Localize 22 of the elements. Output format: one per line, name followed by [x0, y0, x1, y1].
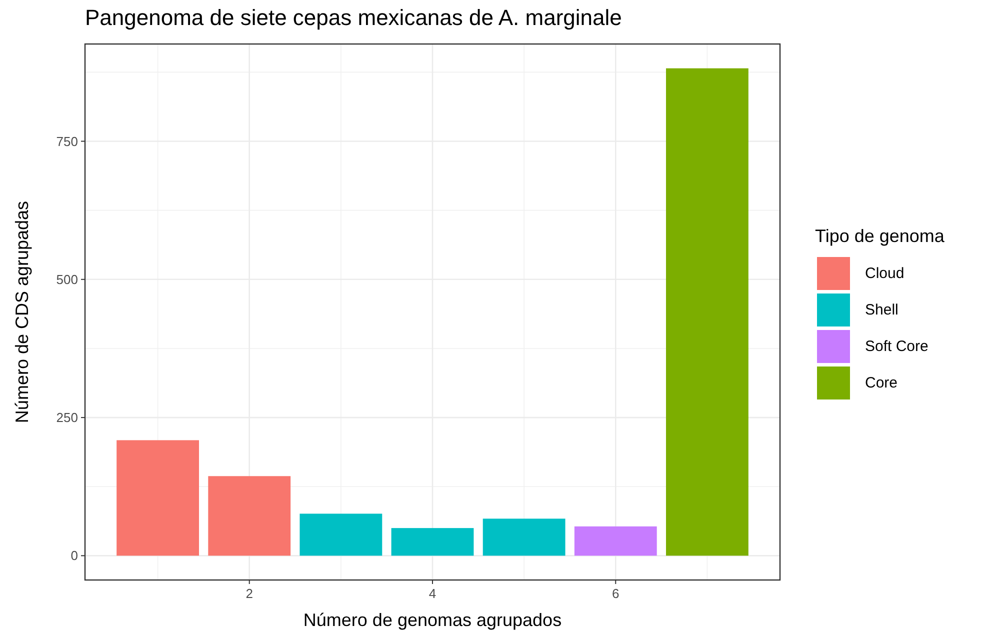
y-axis-title: Número de CDS agrupadas — [12, 200, 32, 424]
x-tick-label: 2 — [246, 586, 253, 601]
y-tick-label: 750 — [56, 134, 78, 149]
x-axis-title: Número de genomas agrupados — [303, 610, 562, 630]
y-tick-label: 500 — [56, 272, 78, 287]
chart-title: Pangenoma de siete cepas mexicanas de A. marginale — [85, 5, 622, 30]
legend-label: Core — [865, 374, 898, 392]
x-tick-label: 4 — [428, 586, 436, 601]
bar — [116, 440, 199, 556]
bar — [208, 476, 291, 556]
bar — [666, 68, 748, 556]
bar — [391, 528, 474, 556]
y-tick-label: 0 — [70, 548, 78, 564]
bar — [300, 514, 382, 556]
bar — [482, 518, 566, 556]
x-tick-label: 6 — [612, 586, 620, 601]
legend-label: Shell — [865, 302, 898, 318]
legend-label: Cloud — [865, 265, 904, 282]
bar — [574, 526, 657, 556]
y-tick-label: 250 — [56, 410, 78, 426]
legend-label: Soft Core — [865, 338, 928, 355]
legend-title: Tipo de genoma — [815, 226, 946, 246]
